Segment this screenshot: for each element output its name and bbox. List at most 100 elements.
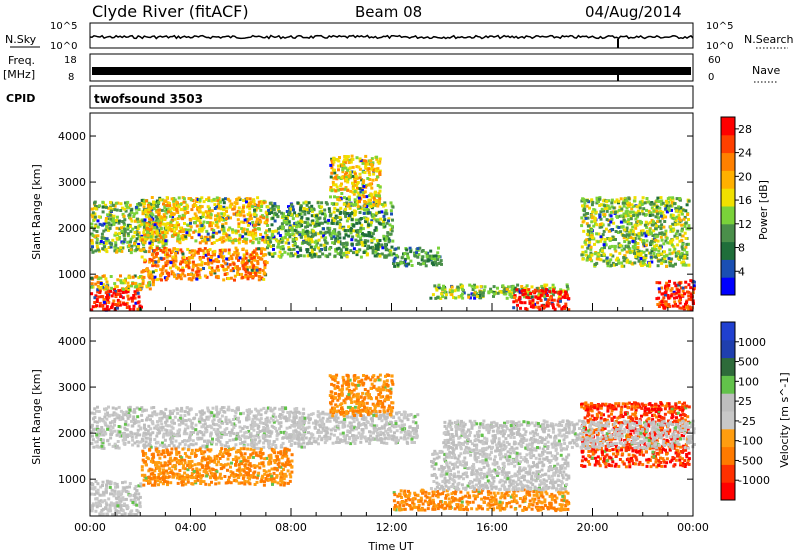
heatmap-cell xyxy=(369,223,373,227)
heatmap-cell xyxy=(115,306,119,310)
heatmap-cell xyxy=(117,446,121,450)
heatmap-cell xyxy=(588,206,591,210)
heatmap-cell xyxy=(206,238,210,242)
heatmap-cell xyxy=(350,242,354,246)
heatmap-cell xyxy=(620,261,624,265)
heatmap-cell xyxy=(179,203,183,206)
heatmap-cell xyxy=(617,226,621,229)
heatmap-cell xyxy=(347,234,351,238)
heatmap-cell xyxy=(200,205,204,209)
heatmap-cell xyxy=(233,250,237,254)
heatmap-cell xyxy=(261,254,265,258)
heatmap-cell xyxy=(650,231,654,235)
heatmap-cell xyxy=(193,217,197,221)
heatmap-cell xyxy=(307,235,311,239)
heatmap-cell xyxy=(399,261,403,265)
heatmap-cell xyxy=(259,233,263,236)
heatmap-cell xyxy=(617,258,621,262)
heatmap-cell xyxy=(176,217,180,220)
heatmap-cell xyxy=(130,244,134,248)
heatmap-cell xyxy=(93,215,97,219)
heatmap-cell xyxy=(130,419,133,423)
heatmap-cell xyxy=(589,251,593,255)
heatmap-cell xyxy=(284,415,288,419)
heatmap-cell xyxy=(307,206,311,210)
heatmap-cell xyxy=(339,248,343,252)
heatmap-cell xyxy=(444,293,448,297)
heatmap-cell xyxy=(512,300,516,304)
heatmap-cell xyxy=(371,178,375,182)
heatmap-cell xyxy=(288,224,292,228)
heatmap-cell xyxy=(145,223,149,227)
heatmap-cell xyxy=(430,261,434,265)
heatmap-cell xyxy=(668,264,672,268)
heatmap-cell xyxy=(160,422,164,426)
heatmap-cell xyxy=(137,295,141,299)
heatmap-cell xyxy=(431,293,435,297)
heatmap-cell xyxy=(172,273,176,277)
heatmap-cell xyxy=(257,412,261,416)
heatmap-cell xyxy=(249,239,253,243)
heatmap-cell xyxy=(496,286,499,290)
heatmap-cell xyxy=(606,204,610,208)
heatmap-cell xyxy=(269,408,273,412)
heatmap-cell xyxy=(398,262,402,266)
heatmap-cell xyxy=(678,239,682,243)
heatmap-cell xyxy=(527,288,531,292)
heatmap-cell xyxy=(302,421,306,425)
heatmap-cell xyxy=(191,253,195,257)
heatmap-cell xyxy=(323,212,327,216)
heatmap-cell xyxy=(169,212,173,216)
heatmap-cell xyxy=(543,285,547,289)
heatmap-cell xyxy=(136,217,139,221)
heatmap-cell xyxy=(169,266,172,270)
heatmap-cell xyxy=(389,209,393,213)
heatmap-cell xyxy=(329,163,333,167)
heatmap-cell xyxy=(90,411,94,415)
heatmap-cell xyxy=(96,234,100,238)
heatmap-cell xyxy=(171,249,175,253)
heatmap-cell xyxy=(271,418,275,422)
heatmap-cell xyxy=(310,204,314,208)
heatmap-cell xyxy=(351,187,355,191)
heatmap-cell xyxy=(113,233,117,237)
heatmap-cell xyxy=(266,205,270,209)
heatmap-cell xyxy=(628,247,632,251)
heatmap-cell xyxy=(264,411,268,415)
heatmap-cell xyxy=(328,210,332,213)
heatmap-cell xyxy=(218,410,222,414)
heatmap-cell xyxy=(589,247,593,251)
heatmap-cell xyxy=(346,188,350,192)
heatmap-cell xyxy=(237,225,241,229)
heatmap-cell xyxy=(187,197,191,200)
heatmap-cell xyxy=(129,430,133,434)
heatmap-cell xyxy=(279,225,283,229)
heatmap-cell xyxy=(674,232,678,236)
heatmap-cell xyxy=(351,157,355,161)
heatmap-cell xyxy=(113,282,117,286)
heatmap-cell xyxy=(140,198,144,202)
heatmap-cell xyxy=(333,228,337,232)
heatmap-cell xyxy=(210,266,214,270)
heatmap-cell xyxy=(179,277,183,281)
heatmap-cell xyxy=(252,250,256,254)
heatmap-cell xyxy=(284,419,288,423)
heatmap-cell xyxy=(93,201,96,205)
heatmap-cell xyxy=(147,250,151,254)
heatmap-cell xyxy=(311,234,315,238)
heatmap-cell xyxy=(136,226,139,230)
heatmap-cell xyxy=(561,295,565,299)
heatmap-cell xyxy=(309,251,312,255)
heatmap-cell xyxy=(120,246,124,250)
heatmap-cell xyxy=(305,248,309,252)
heatmap-cell xyxy=(392,259,396,263)
heatmap-cell xyxy=(356,229,360,232)
heatmap-cell xyxy=(582,229,586,233)
heatmap-cell xyxy=(516,283,520,287)
heatmap-cell xyxy=(121,281,125,285)
heatmap-cell xyxy=(660,286,664,290)
heatmap-cell xyxy=(331,163,335,167)
heatmap-cell xyxy=(690,295,693,299)
heatmap-cell xyxy=(231,241,235,245)
